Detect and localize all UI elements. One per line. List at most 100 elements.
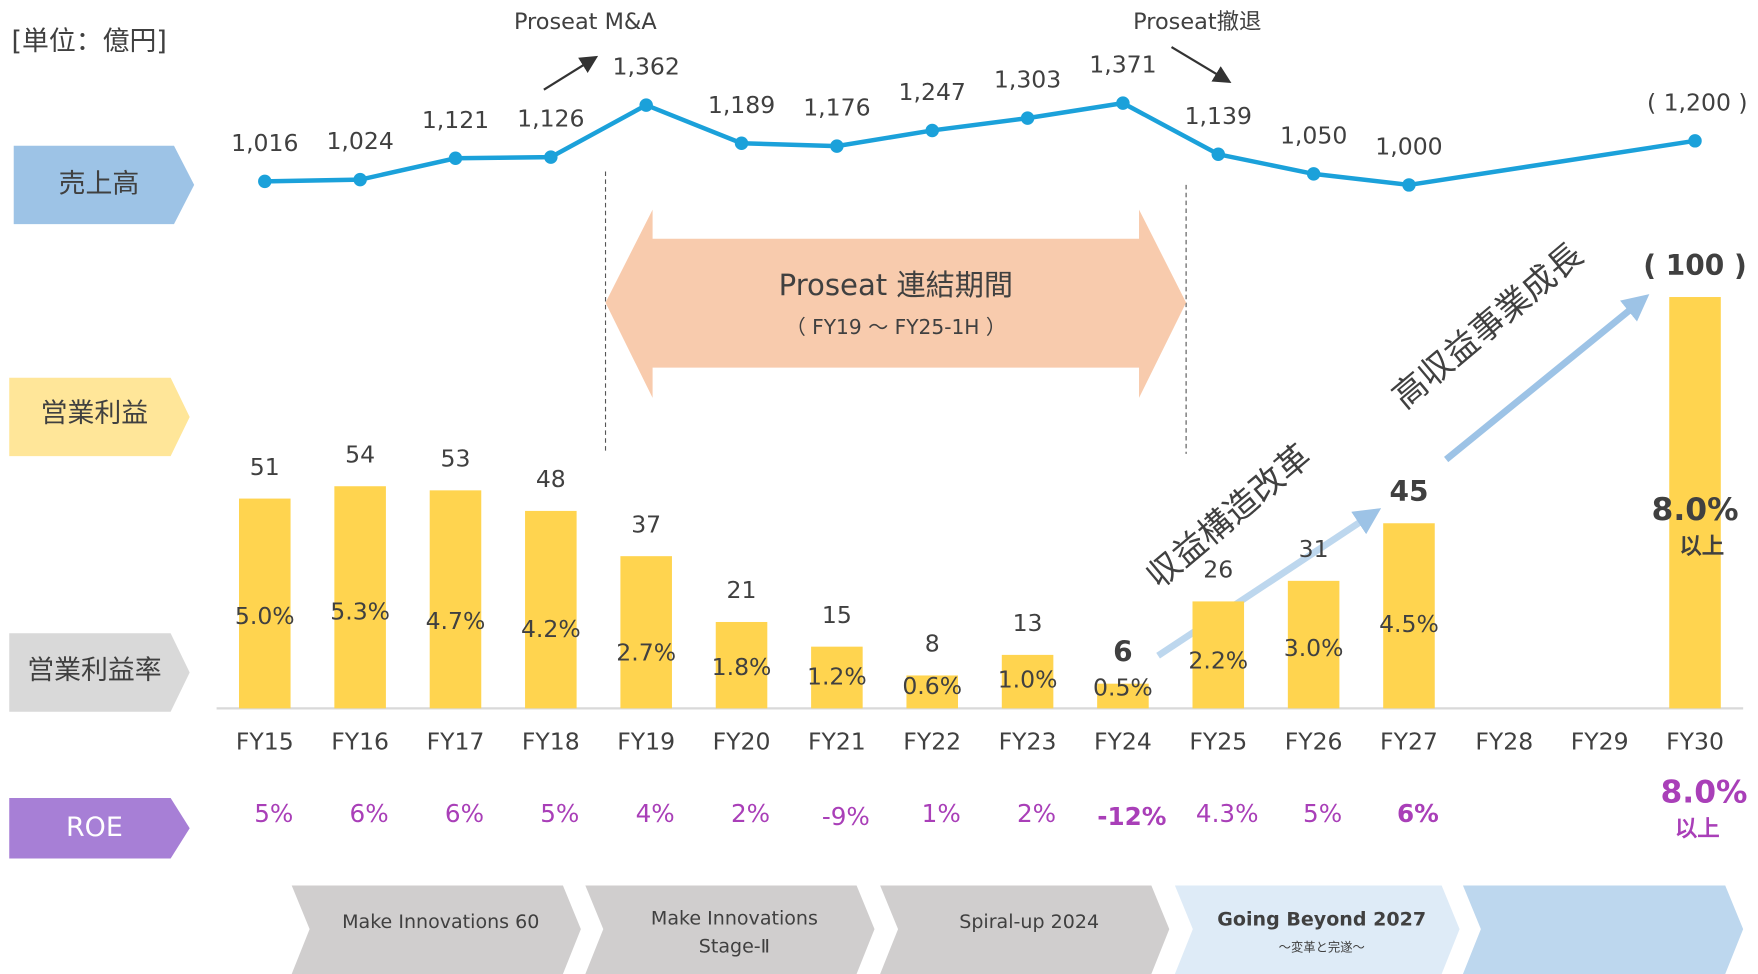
sales-point [258, 174, 272, 189]
sales-label: ( 1,200 ) [1647, 88, 1748, 116]
roe-label: 5% [1303, 799, 1342, 828]
sales-label: 1,000 [1375, 132, 1442, 160]
bar-label: 31 [1299, 535, 1329, 563]
sales-point [639, 98, 653, 112]
roe-label: 4% [636, 799, 675, 828]
margin-label: 3.0% [1284, 634, 1344, 662]
phase-label: Make Innovations [651, 908, 818, 930]
pointer [543, 55, 599, 91]
x-tick-label: FY27 [1380, 728, 1438, 756]
period-arrow [605, 209, 1187, 398]
x-tick-label: FY28 [1475, 728, 1533, 756]
bar-label: ( 100 ) [1643, 249, 1747, 282]
sales-label: 1,189 [708, 91, 775, 119]
phase-chevron [585, 885, 875, 974]
sales-point [925, 123, 939, 138]
roe-label: 6% [350, 799, 389, 828]
margin-label: 0.5% [1093, 674, 1153, 702]
phase-label: Stage-Ⅱ [699, 936, 770, 958]
roe-label: -9% [822, 802, 870, 831]
sales-label: 1,024 [326, 127, 393, 155]
sales-projection [1408, 138, 1696, 188]
bar-label: 45 [1389, 475, 1428, 508]
bar-label: 26 [1203, 556, 1233, 584]
row-tag [9, 377, 190, 457]
roe-note: 以上 [1675, 816, 1720, 842]
margin-label: 0.6% [902, 672, 962, 700]
x-tick-label: FY15 [236, 728, 294, 756]
row-label: 営業利益 [41, 398, 149, 429]
margin-note: 以上 [1679, 533, 1724, 559]
sales-label: 1,303 [994, 66, 1061, 94]
margin-label: 1.8% [712, 653, 772, 681]
bar [1383, 523, 1435, 709]
trend-arrow [1444, 294, 1650, 463]
bar-label: 15 [822, 601, 852, 629]
margin-label: 2.7% [616, 639, 676, 667]
sales-label: 1,362 [613, 53, 680, 81]
bar [906, 675, 959, 709]
roe-label: 5% [254, 799, 293, 828]
bar [1097, 683, 1149, 709]
sales-label: 1,050 [1280, 121, 1347, 149]
phase-chevron [880, 885, 1170, 974]
bar-label: 51 [250, 453, 280, 481]
sales-label: 1,247 [899, 78, 966, 106]
phase-label: Make Innovations 60 [342, 911, 539, 933]
roe-label: 1% [922, 799, 961, 828]
bar [1287, 580, 1340, 709]
margin-label: 5.3% [330, 597, 390, 625]
row-tag [9, 633, 190, 712]
x-tick-label: FY26 [1285, 728, 1343, 756]
x-tick-label: FY17 [427, 728, 485, 756]
margin-label: 1.0% [998, 666, 1058, 694]
sales-point [1402, 178, 1416, 192]
roe-label: 5% [540, 799, 579, 828]
roe-label: 2% [1017, 799, 1056, 828]
row-label: ROE [66, 812, 123, 843]
x-tick-label: FY19 [617, 728, 675, 756]
margin-label: 8.0% [1652, 492, 1739, 528]
margin-label: 4.2% [521, 615, 581, 643]
x-tick-label: FY24 [1094, 728, 1152, 756]
x-tick-label: FY18 [522, 728, 580, 756]
roe-label: 8.0% [1660, 775, 1747, 811]
bar [239, 498, 291, 709]
sales-point [544, 150, 558, 164]
bar [715, 621, 768, 709]
bar-label: 48 [536, 465, 566, 493]
x-tick-label: FY16 [331, 728, 389, 756]
unit-label: [単位：億円] [11, 26, 166, 57]
sales-point [1116, 96, 1130, 110]
phase-chevron [1462, 885, 1744, 974]
bar [1192, 601, 1245, 709]
x-tick-label: FY22 [903, 728, 961, 756]
row-tag [9, 798, 190, 859]
bar-label: 13 [1013, 609, 1043, 637]
phase-chevron [291, 885, 581, 974]
sales-point [1306, 167, 1321, 181]
sales-label: 1,016 [231, 129, 298, 157]
bar [429, 490, 482, 709]
row-tag [13, 145, 195, 225]
margin-label: 4.7% [426, 607, 486, 635]
bar [334, 486, 386, 709]
sales-point [448, 151, 463, 165]
roe-label: 4.3% [1196, 799, 1259, 828]
row-label: 営業利益率 [27, 655, 161, 686]
sales-point [1020, 111, 1035, 125]
pointer [1170, 46, 1232, 84]
margin-label: 2.2% [1188, 647, 1248, 675]
sales-point [353, 172, 367, 187]
bar-label: 54 [345, 440, 375, 468]
x-tick-label: FY23 [999, 728, 1057, 756]
sales-label: 1,176 [803, 94, 870, 122]
phase-label: Going Beyond 2027 [1217, 909, 1426, 931]
phase-label: Spiral-up 2024 [959, 911, 1099, 933]
bar [525, 510, 577, 709]
sales-label: 1,139 [1185, 102, 1252, 130]
bar [1669, 297, 1721, 709]
margin-label: 5.0% [235, 602, 295, 630]
